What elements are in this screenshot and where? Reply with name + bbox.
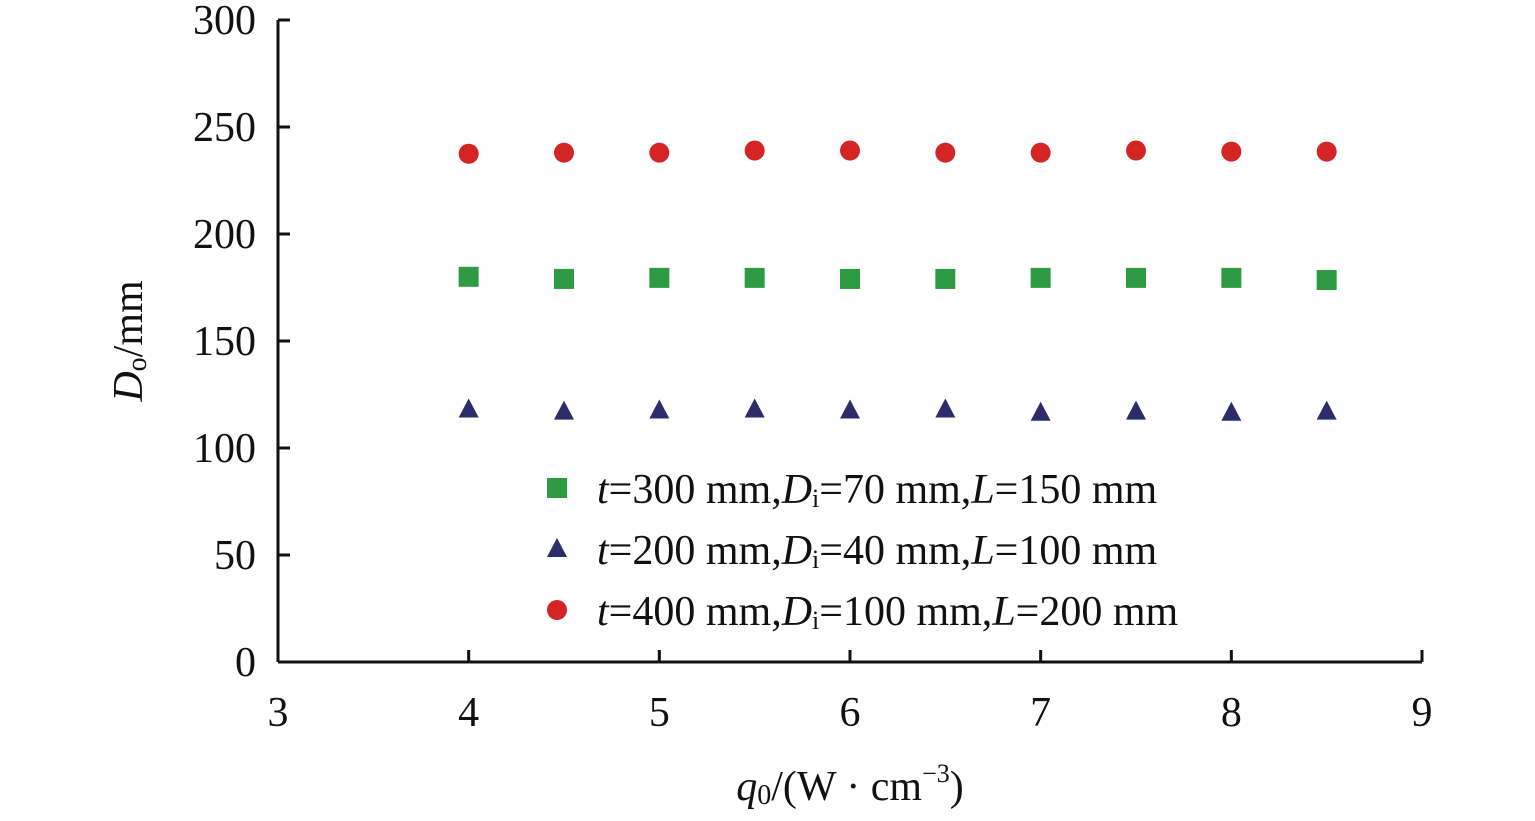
x-tick-label: 3	[268, 690, 289, 736]
y-tick-label: 200	[193, 212, 256, 258]
data-point-circle	[554, 142, 574, 163]
x-tick-label: 4	[458, 690, 479, 736]
x-axis-label: q0/(W · cm−3)	[736, 759, 964, 811]
y-tick-label: 50	[214, 533, 256, 579]
x-tick-label: 5	[649, 690, 670, 736]
data-point-circle	[1030, 142, 1051, 163]
data-point-circle	[744, 140, 765, 161]
axes: 0 50 100 150 200 250 300 3 4 5 6 7 8 9	[193, 0, 1433, 736]
data-point-square	[1126, 267, 1146, 288]
data-point-circle	[1221, 141, 1242, 162]
data-marks	[458, 140, 1337, 421]
legend: t=300 mm,Di=70 mm,L=150 mm t=200 mm,Di=40…	[547, 467, 1179, 635]
x-tick-label: 6	[840, 690, 861, 736]
data-point-triangle	[1126, 400, 1146, 420]
data-point-triangle	[935, 398, 956, 418]
data-point-circle	[458, 143, 479, 164]
data-point-square	[649, 267, 670, 288]
legend-marker-triangle	[547, 538, 567, 557]
legend-marker-circle	[547, 600, 567, 620]
data-point-square	[554, 268, 574, 289]
legend-marker-square	[547, 478, 567, 498]
data-point-triangle	[649, 399, 670, 419]
data-point-square	[1030, 267, 1051, 288]
data-point-circle	[935, 142, 956, 163]
data-point-square	[840, 268, 860, 289]
data-point-triangle	[458, 398, 479, 418]
data-point-square	[744, 267, 765, 288]
data-point-triangle	[840, 399, 860, 419]
data-point-square	[1221, 267, 1242, 288]
data-point-circle	[649, 142, 670, 163]
data-point-circle	[840, 140, 860, 161]
data-point-triangle	[1221, 401, 1242, 421]
y-tick-label: 150	[193, 319, 256, 365]
data-point-circle	[1126, 140, 1146, 161]
legend-label: t=300 mm,Di=70 mm,L=150 mm	[597, 467, 1158, 513]
legend-label: t=200 mm,Di=40 mm,L=100 mm	[597, 528, 1158, 574]
data-point-triangle	[1316, 400, 1337, 420]
data-point-triangle	[1030, 401, 1051, 421]
data-point-triangle	[744, 398, 765, 418]
y-axis-label: Do/mm	[106, 280, 153, 403]
data-point-triangle	[554, 400, 574, 420]
y-tick-label: 0	[235, 640, 256, 686]
data-point-circle	[1316, 141, 1337, 162]
data-point-square	[1316, 270, 1337, 291]
x-tick-label: 8	[1221, 690, 1242, 736]
x-tick-label: 9	[1412, 690, 1433, 736]
legend-label: t=400 mm,Di=100 mm,L=200 mm	[597, 589, 1179, 635]
x-tick-label: 7	[1030, 690, 1051, 736]
data-point-square	[935, 268, 956, 289]
y-tick-label: 100	[193, 426, 256, 472]
data-point-square	[458, 266, 479, 287]
y-tick-label: 300	[193, 0, 256, 44]
y-tick-label: 250	[193, 105, 256, 151]
